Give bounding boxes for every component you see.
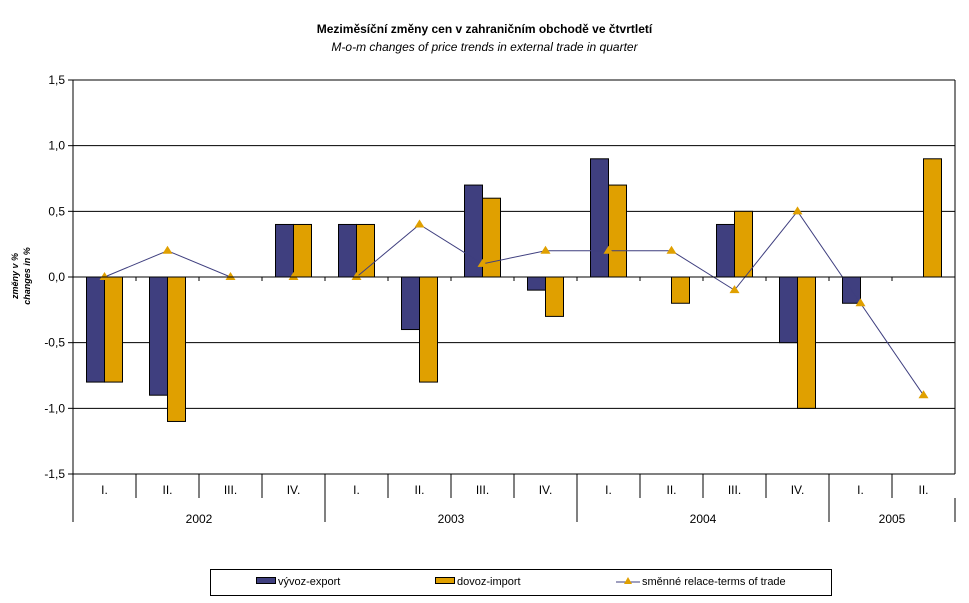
export-bar — [401, 276, 420, 331]
legend: vývoz-export dovoz-import směnné relace-… — [210, 569, 832, 596]
legend-label-terms-of-trade: směnné relace-terms of trade — [642, 576, 786, 588]
import-bar — [671, 276, 690, 304]
x-tick-label-quarter: I. — [353, 483, 360, 497]
import-bar — [167, 276, 186, 422]
terms-of-trade-marker — [918, 390, 929, 399]
terms-of-trade-marker — [414, 219, 425, 228]
terms-of-trade-marker — [351, 272, 362, 280]
x-tick-label-quarter: II. — [666, 483, 676, 497]
x-tick-label-quarter: IV. — [539, 483, 553, 497]
import-bar — [923, 158, 942, 278]
import-bar — [734, 210, 753, 278]
import-bar — [797, 276, 816, 409]
x-tick-label-quarter: I. — [101, 483, 108, 497]
import-bar — [293, 223, 312, 278]
bars — [86, 158, 942, 422]
x-tick-label-year: 2003 — [438, 512, 465, 526]
import-bar — [545, 276, 564, 317]
terms-of-trade-swatch — [616, 576, 640, 588]
y-axis-label-en: changes in % — [22, 247, 32, 305]
terms-of-trade-marker — [288, 272, 299, 280]
terms-of-trade-marker — [99, 272, 110, 280]
x-tick-label-year: 2004 — [690, 512, 717, 526]
import-swatch — [435, 576, 455, 584]
y-tick-label: -0,5 — [44, 336, 65, 350]
y-tick-label: 1,0 — [48, 139, 65, 153]
terms-of-trade-marker — [477, 258, 488, 267]
export-bar — [779, 276, 798, 344]
terms-of-trade-marker — [666, 245, 677, 254]
legend-item-import: dovoz-import — [435, 576, 521, 588]
chart-subtitle: M-o-m changes of price trends in externa… — [331, 40, 638, 54]
terms-of-trade-marker — [162, 245, 173, 254]
legend-label-export: vývoz-export — [278, 576, 341, 588]
x-tick-label-quarter: II. — [162, 483, 172, 497]
x-tick-label-quarter: II. — [918, 483, 928, 497]
y-tick-label: 1,5 — [48, 73, 65, 87]
x-tick-label-quarter: III. — [728, 483, 741, 497]
export-bar — [86, 276, 105, 383]
x-tick-label-quarter: I. — [605, 483, 612, 497]
x-tick-label-year: 2002 — [186, 512, 213, 526]
export-bar — [590, 158, 609, 278]
y-axis-label-cz: změny v % — [10, 253, 20, 300]
x-tick-label-quarter: III. — [476, 483, 489, 497]
x-tick-label-quarter: I. — [857, 483, 864, 497]
terms-of-trade-marker — [540, 245, 551, 254]
y-tick-label: 0,5 — [48, 204, 65, 218]
export-bar — [716, 223, 735, 278]
terms-of-trade-marker — [603, 245, 614, 254]
x-tick-label-quarter: IV. — [791, 483, 805, 497]
terms-of-trade-marker — [855, 298, 866, 307]
x-tick-label-year: 2005 — [879, 512, 906, 526]
export-swatch — [256, 576, 276, 584]
legend-label-import: dovoz-import — [457, 576, 521, 588]
y-tick-label: -1,0 — [44, 401, 65, 415]
x-tick-label-quarter: IV. — [287, 483, 301, 497]
x-tick-label-quarter: II. — [414, 483, 424, 497]
y-tick-label: -1,5 — [44, 467, 65, 481]
legend-item-terms-of-trade: směnné relace-terms of trade — [616, 576, 786, 588]
y-tick-labels: 1,5 1,0 0,5 0,0 -0,5 -1,0 -1,5 — [44, 73, 65, 481]
import-bar — [419, 276, 438, 383]
export-bar — [527, 276, 546, 291]
chart-title: Meziměsíční změny cen v zahraničním obch… — [316, 22, 653, 36]
terms-of-trade-marker — [729, 285, 740, 294]
import-bar — [608, 184, 627, 278]
axes — [68, 79, 956, 522]
import-bar — [104, 276, 123, 383]
x-tick-labels: I. II. III. IV. I. II. III. IV. I. II. III. IV. I. II… — [101, 483, 928, 526]
y-tick-label: 0,0 — [48, 270, 65, 284]
export-bar — [338, 223, 357, 278]
legend-item-export: vývoz-export — [256, 576, 340, 588]
terms-of-trade-marker — [792, 206, 803, 215]
export-bar — [275, 223, 294, 278]
terms-of-trade-marker — [225, 272, 236, 280]
export-bar — [149, 276, 168, 396]
x-tick-label-quarter: III. — [224, 483, 237, 497]
